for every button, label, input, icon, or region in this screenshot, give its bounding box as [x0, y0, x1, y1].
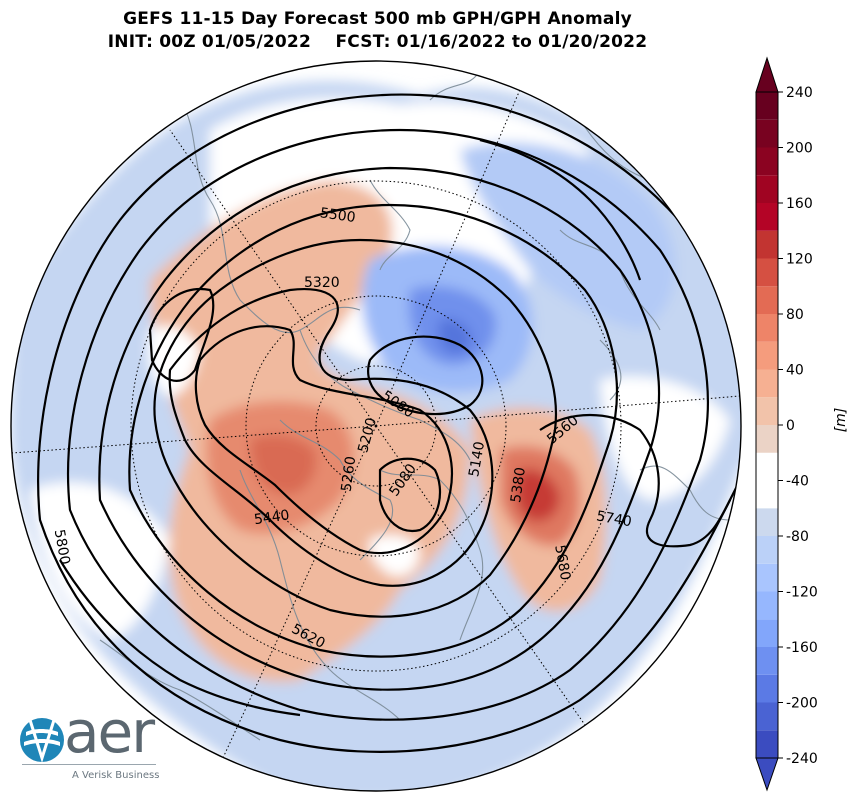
colorbar-tick-label: 240	[786, 85, 813, 101]
colorbar-segment	[756, 175, 778, 203]
colorbar-tick-label: -240	[786, 751, 818, 767]
colorbar-tick-label: -160	[786, 640, 818, 656]
chart-title-line2: INIT: 00Z 01/05/2022 FCST: 01/16/2022 to…	[107, 32, 648, 52]
colorbar-tick-label: -80	[786, 529, 809, 545]
colorbar-segment	[756, 730, 778, 758]
contour-label: 5140	[466, 440, 488, 478]
colorbar-segment	[756, 674, 778, 703]
contour-label: 5740	[595, 508, 633, 530]
contour-label: 5500	[319, 205, 357, 226]
colorbar-tick-label: -200	[786, 696, 818, 712]
colorbar-segment	[756, 230, 778, 259]
colorbar-segment	[756, 647, 778, 675]
contour-label: 5440	[253, 507, 291, 528]
colorbar-segment	[756, 341, 778, 370]
colorbar-tick-label: 200	[786, 141, 813, 157]
colorbar-segment	[756, 563, 778, 592]
colorbar-tick-label: -120	[786, 585, 818, 601]
colorbar-segment	[756, 425, 778, 453]
colorbar-segment	[756, 92, 778, 120]
colorbar-extend-min	[755, 757, 779, 792]
colorbar-segment	[756, 147, 778, 176]
colorbar-segment	[756, 619, 778, 647]
colorbar-tick-label: 160	[786, 196, 813, 212]
colorbar-segment	[756, 286, 778, 314]
colorbar-tick-label: 40	[786, 363, 804, 379]
contour-label: 5260	[339, 455, 360, 493]
colorbar-segment	[756, 119, 778, 148]
colorbar-tick-label: 0	[786, 418, 795, 434]
colorbar-segment	[756, 369, 778, 398]
colorbar-segment	[756, 258, 778, 287]
colorbar-tick-label: -40	[786, 474, 809, 490]
logo-divider	[22, 764, 156, 765]
colorbar-segment	[756, 397, 778, 425]
colorbar-segment	[756, 536, 778, 564]
colorbar-segment	[756, 452, 778, 481]
colorbar: 24020016012080400-40-80-120-160-200-240 …	[755, 56, 849, 792]
logo-tagline: A Verisk Business	[72, 770, 160, 781]
colorbar-segment	[756, 480, 778, 509]
polar-map: 5500 5320 5080 5200 5080 5140 5380 5560 …	[11, 61, 741, 791]
colorbar-segment	[756, 591, 778, 620]
colorbar-unit-label: [m]	[833, 408, 849, 433]
anomaly-shading	[11, 80, 741, 791]
colorbar-extend-max	[755, 56, 779, 93]
colorbar-segment	[756, 203, 778, 231]
contour-label: 5380	[508, 466, 529, 504]
colorbar-segments	[756, 92, 778, 758]
contour-label: 5320	[304, 275, 340, 291]
colorbar-segment	[756, 702, 778, 731]
colorbar-segment	[756, 508, 778, 536]
colorbar-tick-label: 120	[786, 252, 813, 268]
graticule	[11, 77, 741, 761]
logo-wordmark: aer	[64, 698, 155, 766]
map-boundary	[10, 60, 742, 792]
contour-label: 5800	[51, 528, 73, 566]
colorbar-segment	[756, 314, 778, 342]
colorbar-tick-label: 80	[786, 307, 804, 323]
chart-title-line1: GEFS 11-15 Day Forecast 500 mb GPH/GPH A…	[123, 9, 632, 29]
colorbar-ticks: 240 200 160 120 80 40 0 -40 -80 -120 -160 -200 -240	[778, 85, 818, 767]
aer-logo-icon	[20, 718, 64, 763]
contour-label: 5680	[551, 544, 573, 582]
height-contours	[37, 93, 741, 753]
